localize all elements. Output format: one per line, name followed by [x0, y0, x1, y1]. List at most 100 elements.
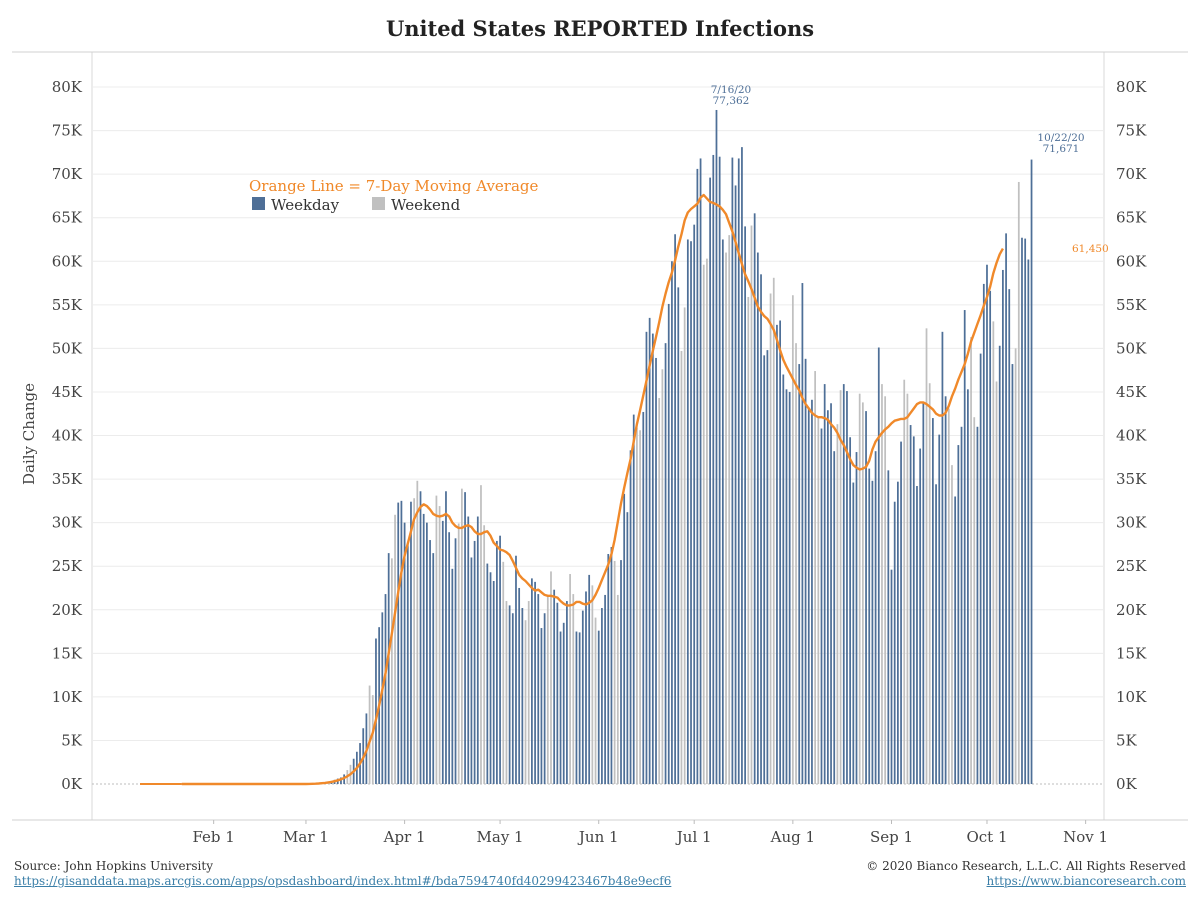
- bar-weekday: [976, 426, 979, 784]
- bar-weekday: [826, 410, 829, 784]
- bar-weekday: [534, 581, 536, 784]
- bar-weekend: [791, 295, 794, 784]
- bar-weekday: [1008, 289, 1011, 784]
- y-tick-label-right: 60K: [1116, 252, 1147, 270]
- y-tick-label-left: 30K: [52, 514, 83, 532]
- y-tick-label-left: 40K: [52, 427, 83, 445]
- bar-weekday: [508, 605, 511, 784]
- bar-weekend: [572, 594, 575, 784]
- bar-weekday: [575, 631, 578, 784]
- bar-weekend: [706, 258, 708, 785]
- bar-weekday: [982, 283, 985, 784]
- bar-weekday: [737, 158, 740, 784]
- bar-weekend: [817, 416, 820, 784]
- bar-weekday: [890, 569, 893, 784]
- y-tick-label-left: 50K: [52, 339, 83, 357]
- bar-weekend: [951, 465, 953, 784]
- bar-weekday: [696, 168, 699, 784]
- bar-weekday: [763, 355, 766, 784]
- bar-weekend: [524, 620, 527, 784]
- bar-weekday: [944, 396, 947, 784]
- ma-last-label: 61,450: [1072, 243, 1109, 255]
- bar-weekday: [721, 239, 724, 784]
- bar-weekend: [839, 390, 842, 784]
- bar-weekday: [963, 310, 966, 784]
- bar-weekday: [451, 568, 454, 784]
- bar-weekday: [406, 544, 409, 784]
- legend-swatch-weekday: [252, 197, 265, 210]
- bar-weekend: [881, 384, 883, 784]
- bar-weekday: [699, 158, 702, 784]
- bar-weekday: [718, 156, 721, 784]
- bar-weekend: [772, 277, 775, 784]
- bar-weekday: [492, 580, 495, 784]
- bar-weekday: [381, 612, 384, 784]
- y-tick-label-right: 30K: [1116, 514, 1147, 532]
- y-axis-label: Daily Change: [20, 383, 38, 485]
- bar-weekday: [585, 591, 587, 784]
- bar-weekday: [779, 320, 781, 784]
- y-tick-label-right: 55K: [1116, 296, 1147, 314]
- bar-weekend: [616, 594, 619, 784]
- bar-weekend: [884, 396, 887, 784]
- bar-weekday: [776, 324, 778, 784]
- bar-weekend: [390, 558, 393, 784]
- bar-weekday: [932, 418, 934, 784]
- bar-weekday: [868, 468, 871, 784]
- bar-weekday: [340, 777, 342, 784]
- bar-weekend: [457, 523, 460, 784]
- bar-weekday: [715, 109, 718, 784]
- source-link[interactable]: https://gisanddata.maps.arcgis.com/apps/…: [14, 874, 672, 888]
- bar-weekend: [546, 596, 549, 784]
- bar-weekday: [846, 391, 848, 784]
- copyright-text: © 2020 Bianco Research, L.L.C. All Right…: [866, 859, 1186, 873]
- bar-weekday: [674, 234, 676, 784]
- bar-weekday: [651, 333, 654, 784]
- bar-weekday: [537, 594, 540, 784]
- bar-weekday: [400, 500, 403, 784]
- footer-source: Source: John Hopkins University https://…: [14, 859, 671, 889]
- bar-weekday: [473, 540, 476, 784]
- bar-weekend: [658, 398, 661, 784]
- bar-weekday: [1021, 237, 1023, 784]
- y-tick-label-left: 75K: [52, 122, 83, 140]
- bar-weekday: [397, 502, 400, 784]
- bar-weekend: [461, 488, 463, 784]
- bar-weekday: [597, 630, 600, 784]
- x-tick-label: Mar 1: [283, 828, 329, 846]
- bar-weekend: [371, 695, 374, 784]
- bar-weekend: [480, 485, 482, 784]
- bar-weekday: [938, 434, 941, 784]
- y-tick-label-left: 80K: [52, 78, 83, 96]
- bar-weekend: [702, 264, 705, 784]
- bar-weekday: [766, 350, 769, 784]
- bar-weekday: [642, 411, 645, 784]
- bar-weekday: [1030, 159, 1033, 784]
- y-tick-label-left: 65K: [52, 209, 83, 227]
- bar-weekday: [756, 252, 759, 785]
- y-tick-label-right: 15K: [1116, 644, 1147, 662]
- bar-weekday: [900, 441, 902, 784]
- site-link[interactable]: https://www.biancoresearch.com: [986, 874, 1186, 888]
- bar-weekday: [410, 501, 412, 784]
- bar-weekend: [836, 424, 839, 784]
- footer-copyright: © 2020 Bianco Research, L.L.C. All Right…: [866, 859, 1186, 889]
- bar-weekday: [788, 391, 791, 784]
- bar-weekend: [903, 379, 906, 784]
- bar-weekend: [769, 293, 772, 784]
- bar-weekday: [823, 384, 826, 784]
- bar-weekday: [540, 628, 543, 784]
- bar-weekday: [690, 241, 692, 784]
- bar-weekend: [683, 307, 686, 784]
- bar-weekday: [626, 512, 629, 784]
- y-tick-label-left: 15K: [52, 644, 83, 662]
- x-tick-label: Feb 1: [192, 828, 234, 846]
- y-tick-label-right: 70K: [1116, 165, 1147, 183]
- bar-weekend: [925, 328, 928, 784]
- bar-weekday: [686, 239, 689, 784]
- x-axis: Feb 1 Mar 1 Apr 1 May 1 Jun 1 Jul 1 Aug 1 Sep 1…: [192, 820, 1108, 846]
- x-tick-label: Jul 1: [675, 828, 712, 846]
- bar-weekday: [919, 448, 922, 784]
- bar-weekend: [1014, 348, 1017, 784]
- bar-weekday: [1005, 233, 1007, 784]
